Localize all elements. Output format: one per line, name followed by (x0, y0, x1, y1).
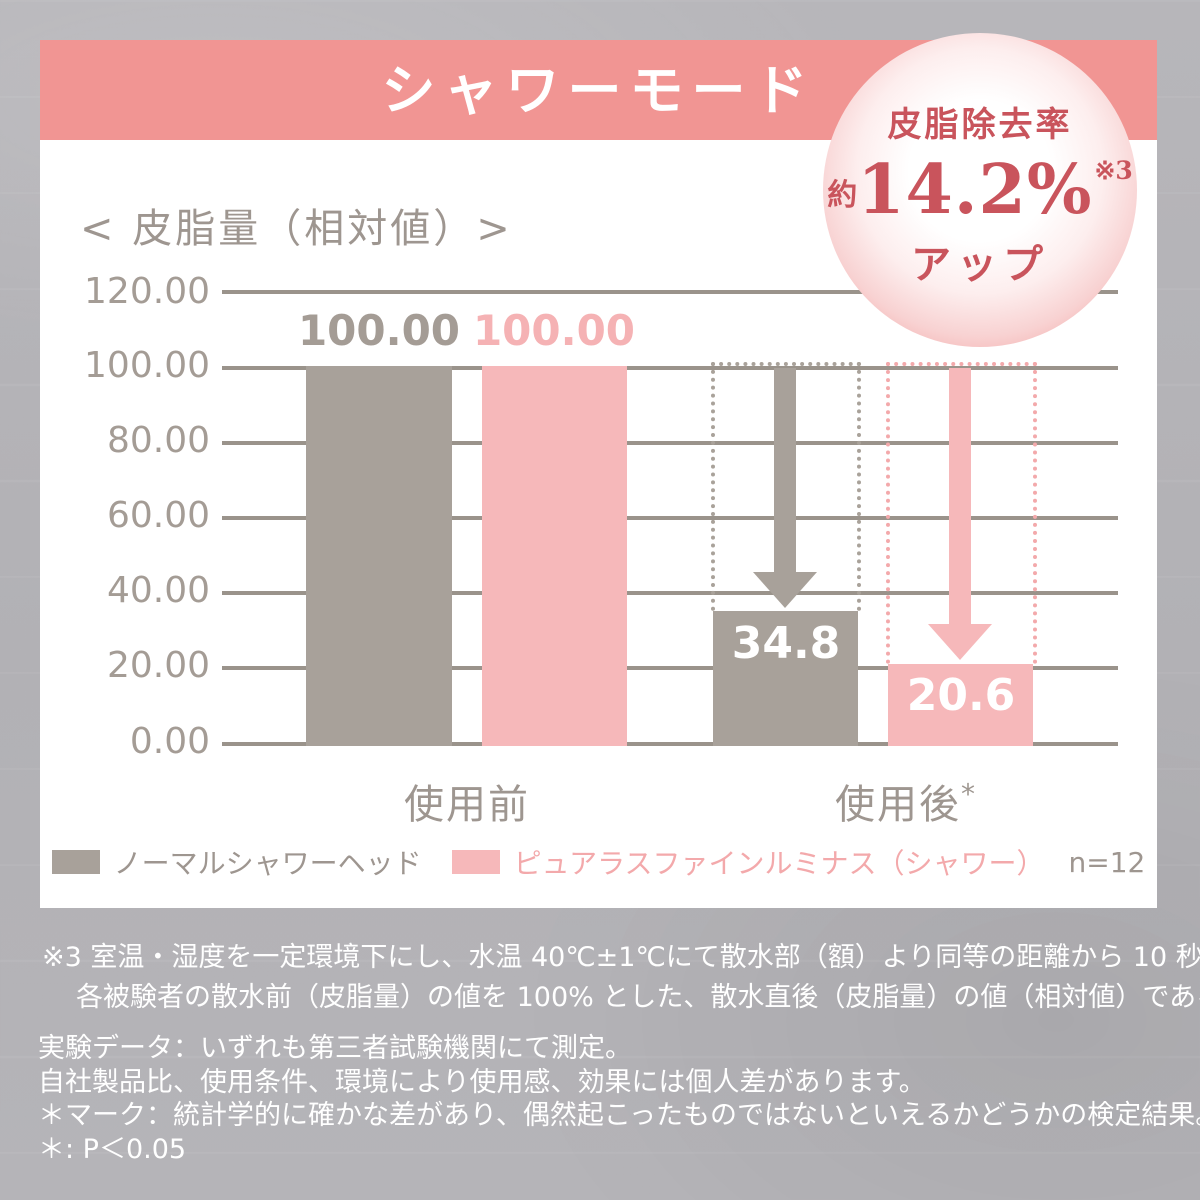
footnote-disclaimer-line1: 実験データ：いずれも第三者試験機関にて測定。 (38, 1033, 632, 1064)
significance-asterisk: * (961, 777, 977, 811)
bar-value-before-gray: 100.00 (297, 306, 461, 355)
x-label-after-text: 使用後 (835, 782, 961, 828)
footnote-method: ※3 室温・湿度を一定環境下にし、水温 40℃±1℃にて散水部（額）より同等の距… (42, 938, 1200, 1018)
bar-value-after-gray: 34.8 (731, 618, 841, 669)
footnote-method-line2: 各被験者の散水前（皮脂量）の値を 100% とした、散水直後（皮脂量）の値（相対… (76, 982, 1200, 1013)
legend-label-pink: ピュアラスファインルミナス（シャワー） (513, 847, 1045, 880)
bar-value-after-pink: 20.6 (906, 670, 1016, 721)
badge-note-ref: ※3 (1094, 155, 1133, 185)
badge-line3: アップ (911, 240, 1049, 288)
bar-after-gray (713, 611, 858, 746)
footnote-disclaimer: 実験データ：いずれも第三者試験機関にて測定。 自社製品比、使用条件、環境により使… (38, 1032, 1200, 1166)
gridline-80 (222, 441, 1118, 445)
legend-label-gray: ノーマルシャワーヘッド (113, 847, 422, 880)
y-tick-60: 60.00 (106, 495, 210, 536)
legend-sample-size: n=12 (1068, 845, 1146, 879)
footnote-disclaimer-line4: ＊: P＜0.05 (38, 1133, 187, 1165)
decrease-arrow-pink (928, 368, 992, 660)
highlight-badge: 皮脂除去率 約14.2%※3 アップ (823, 33, 1137, 347)
drop-range-pink (886, 362, 1037, 664)
legend-swatch-pink (451, 850, 500, 874)
badge-text: 皮脂除去率 約14.2%※3 アップ (823, 33, 1137, 347)
gridline-20 (222, 666, 1118, 670)
bar-before-pink (482, 366, 627, 746)
gridline-40 (222, 591, 1118, 595)
gridline-60 (222, 516, 1118, 520)
legend-swatch-gray (51, 850, 100, 874)
badge-value: 14.2% (857, 149, 1093, 230)
footnote-disclaimer-line3: ＊マーク：統計学的に確かな差があり、偶然起こったものではないといえるかどうかの検… (38, 1100, 1200, 1131)
x-label-before: 使用前 (317, 772, 617, 830)
footnote-disclaimer-line2: 自社製品比、使用条件、環境により使用感、効果には個人差があります。 (38, 1066, 926, 1098)
gridline-100 (222, 366, 1118, 370)
badge-line2: 約14.2%※3 (827, 150, 1133, 230)
decrease-arrow-gray (753, 368, 817, 608)
gridline-120 (222, 290, 1118, 294)
y-tick-20: 20.00 (106, 645, 210, 686)
y-tick-120: 120.00 (84, 271, 210, 312)
footnote-method-line1: ※3 室温・湿度を一定環境下にし、水温 40℃±1℃にて散水部（額）より同等の距… (42, 942, 1200, 973)
badge-circle-background (823, 33, 1137, 347)
x-label-before-text: 使用前 (404, 782, 530, 828)
y-tick-40: 40.00 (106, 570, 210, 611)
legend: ノーマルシャワーヘッド ピュアラスファインルミナス（シャワー） n=12 (40, 842, 1157, 882)
page-title: シャワーモード (381, 58, 816, 122)
bar-value-before-pink: 100.00 (472, 306, 636, 355)
y-tick-0: 0.00 (129, 721, 210, 762)
chart-title: < 皮脂量（相対値）> (80, 206, 513, 252)
x-label-after: 使用後* (756, 772, 1056, 830)
bar-before-gray (306, 366, 452, 746)
y-tick-100: 100.00 (84, 345, 210, 386)
axis-baseline (222, 742, 1118, 746)
drop-range-gray (711, 362, 861, 611)
badge-prefix: 約 (827, 177, 858, 213)
badge-line1: 皮脂除去率 (887, 104, 1073, 145)
content-card: シャワーモード < 皮脂量（相対値）> 120.00 100.00 80.00 … (40, 33, 1157, 908)
y-tick-80: 80.00 (106, 420, 210, 461)
bar-after-pink (888, 664, 1033, 746)
